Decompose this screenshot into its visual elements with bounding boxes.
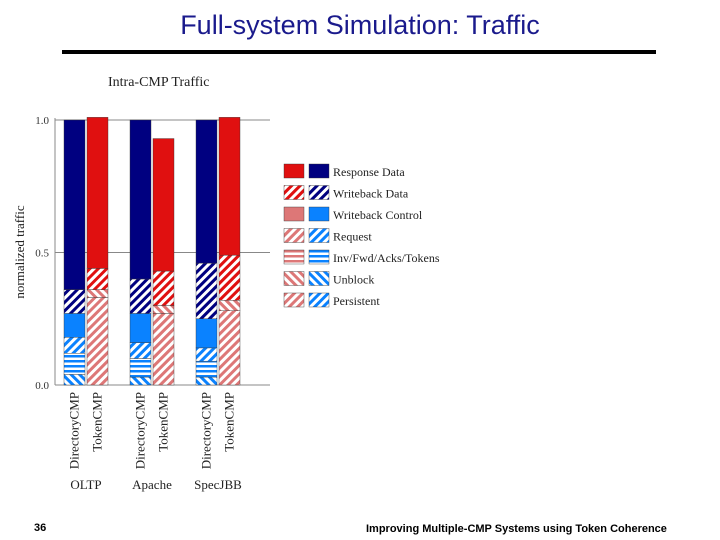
bar-oltp-directorycmp	[63, 119, 86, 386]
segment-response-data	[86, 117, 109, 269]
segment-response-data	[129, 119, 152, 280]
segment-response-data	[218, 117, 241, 256]
legend-item: Request	[283, 228, 372, 244]
segment-inv-fwd-acks-tokens	[129, 358, 152, 378]
segment-inv-fwd-acks-tokens	[195, 360, 218, 378]
legend-item: Unblock	[283, 271, 374, 287]
legend-swatch-tokencmp	[283, 185, 305, 200]
legend-item: Persistent	[283, 292, 380, 308]
segment-writeback-data	[129, 278, 152, 314]
legend-swatch-directorycmp	[308, 163, 330, 179]
segment-persistent	[152, 313, 175, 386]
segment-unblock	[195, 376, 218, 386]
legend-swatch-tokencmp	[283, 249, 305, 265]
segment-response-data	[63, 119, 86, 290]
legend-item: Inv/Fwd/Acks/Tokens	[283, 249, 440, 265]
legend-label: Persistent	[333, 294, 380, 308]
chart-legend: Response Data Writeback Data Writeback Con…	[283, 163, 440, 308]
legend-label: Request	[333, 230, 372, 244]
legend-label: Unblock	[333, 273, 374, 287]
legend-swatch-tokencmp	[283, 228, 305, 243]
legend-swatch-tokencmp	[283, 163, 305, 179]
protocol-label: DirectoryCMP	[133, 392, 148, 469]
legend-label: Response Data	[333, 165, 405, 179]
legend-swatch-directorycmp	[308, 292, 330, 308]
workload-label: Apache	[132, 477, 172, 492]
segment-writeback-data	[63, 289, 86, 314]
legend-label: Writeback Control	[333, 208, 423, 222]
protocol-label: DirectoryCMP	[199, 392, 214, 469]
legend-swatch-directorycmp	[308, 185, 330, 200]
slide-title: Full-system Simulation: Traffic	[180, 10, 540, 40]
segment-writeback-data	[152, 270, 175, 306]
segment-writeback-data	[86, 268, 109, 290]
chart-title: Intra-CMP Traffic	[108, 75, 210, 90]
segment-writeback-data	[195, 262, 218, 319]
legend-swatch-directorycmp	[308, 249, 330, 265]
segment-persistent	[218, 310, 241, 386]
legend-item: Writeback Data	[283, 185, 409, 201]
segment-response-data	[152, 138, 175, 272]
protocol-label: TokenCMP	[156, 392, 171, 452]
chart-bars	[63, 117, 241, 386]
segment-unblock	[63, 374, 86, 386]
legend-swatch-tokencmp	[283, 206, 305, 222]
bar-specjbb-tokencmp	[218, 117, 241, 386]
segment-writeback-control	[129, 313, 152, 343]
legend-label: Writeback Data	[333, 187, 409, 201]
protocol-label: TokenCMP	[90, 392, 105, 452]
x-axis-labels: DirectoryCMP TokenCMP DirectoryCMP TokenCMP…	[67, 392, 243, 492]
legend-label: Inv/Fwd/Acks/Tokens	[333, 251, 440, 265]
segment-persistent	[86, 297, 109, 386]
segment-request	[129, 342, 152, 359]
protocol-label: TokenCMP	[222, 392, 237, 452]
workload-label: OLTP	[70, 477, 101, 492]
title-divider	[62, 50, 656, 54]
segment-unblock	[86, 289, 109, 298]
y-tick-label: 1.0	[35, 115, 49, 127]
legend-item: Response Data	[283, 163, 405, 179]
bar-specjbb-directorycmp	[195, 119, 218, 386]
segment-unblock	[152, 305, 175, 314]
bar-apache-directorycmp	[129, 119, 152, 386]
segment-unblock	[129, 376, 152, 386]
legend-swatch-directorycmp	[308, 228, 330, 243]
legend-swatch-directorycmp	[308, 271, 330, 286]
legend-swatch-directorycmp	[308, 206, 330, 222]
legend-item: Writeback Control	[283, 206, 423, 222]
segment-writeback-control	[195, 318, 218, 349]
protocol-label: DirectoryCMP	[67, 392, 82, 469]
y-axis-ticks: 0.0 0.5 1.0	[35, 115, 49, 392]
footer-text: Improving Multiple-CMP Systems using Tok…	[366, 523, 667, 535]
y-axis-label: normalized traffic	[12, 205, 27, 298]
bar-oltp-tokencmp	[86, 117, 109, 386]
legend-swatch-tokencmp	[283, 271, 305, 286]
segment-inv-fwd-acks-tokens	[63, 353, 86, 375]
bar-apache-tokencmp	[152, 138, 175, 386]
page-number: 36	[34, 522, 47, 534]
segment-unblock	[218, 300, 241, 312]
segment-request	[63, 337, 86, 354]
segment-writeback-control	[63, 313, 86, 338]
y-tick-label: 0.5	[35, 248, 49, 260]
segment-writeback-data	[218, 254, 241, 301]
segment-response-data	[195, 119, 218, 264]
segment-request	[195, 347, 218, 362]
workload-label: SpecJBB	[194, 477, 242, 492]
y-tick-label: 0.0	[35, 380, 49, 392]
legend-swatch-tokencmp	[283, 292, 305, 308]
